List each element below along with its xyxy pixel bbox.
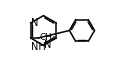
Text: N: N [44, 40, 51, 50]
Text: N: N [31, 18, 39, 28]
Text: NH: NH [31, 42, 46, 52]
Text: CH₃: CH₃ [39, 33, 56, 42]
